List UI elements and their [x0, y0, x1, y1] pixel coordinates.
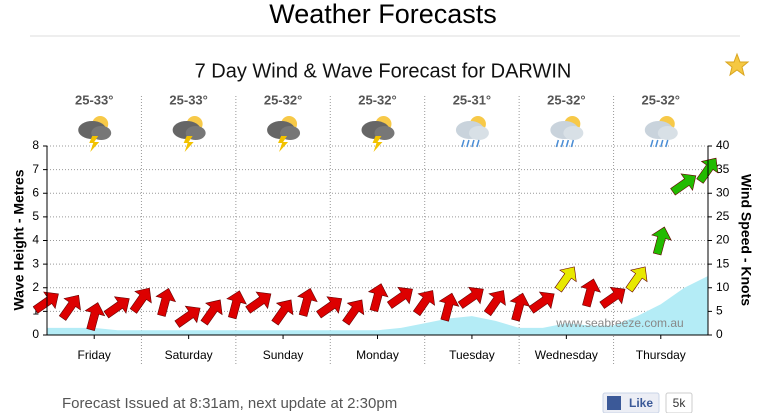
weather-icon: [455, 116, 489, 148]
wind-arrow: [528, 291, 555, 314]
x-tick-label: Sunday: [263, 348, 304, 362]
wind-arrow: [129, 287, 152, 314]
y-tick-label: 0: [32, 327, 39, 341]
y2-tick-label: 25: [716, 209, 730, 223]
wind-arrow: [599, 286, 626, 309]
x-tick-label: Wednesday: [535, 348, 598, 362]
x-tick-label: Saturday: [165, 348, 213, 362]
y2-tick-label: 15: [716, 256, 730, 270]
wind-arrow: [245, 291, 272, 314]
y2-axis-label: Wind Speed - Knots: [738, 174, 754, 306]
y-axis-label: Wave Height - Metres: [11, 169, 27, 310]
icon-rain: [555, 139, 560, 148]
icon-bolt: [183, 136, 194, 152]
wind-arrow: [580, 278, 601, 308]
x-tick-label: Tuesday: [449, 348, 495, 362]
page-title: Weather Forecasts: [269, 0, 497, 29]
like-label[interactable]: Like: [629, 396, 653, 410]
x-tick-label: Thursday: [636, 348, 686, 362]
y2-tick-label: 40: [716, 138, 730, 152]
icon-cloud: [657, 126, 678, 140]
wind-arrow: [696, 157, 719, 184]
y2-tick-label: 10: [716, 280, 730, 294]
plot-area: 0123456780510152025303540Friday25-33°Sat…: [32, 92, 730, 365]
temperature: 25-33°: [75, 92, 113, 107]
icon-rain: [476, 139, 480, 148]
favorite-star[interactable]: [724, 52, 750, 77]
y2-tick-label: 30: [716, 185, 730, 199]
icon-rain: [560, 139, 565, 148]
temperature: 25-32°: [264, 92, 302, 107]
temperature: 25-33°: [169, 92, 207, 107]
y-tick-label: 8: [32, 138, 39, 152]
icon-rain: [570, 139, 575, 148]
wind-arrow: [367, 283, 389, 313]
wind-arrow: [58, 294, 81, 321]
weather-icon: [78, 116, 112, 152]
like-icon: [607, 396, 621, 410]
x-tick-label: Monday: [356, 348, 399, 362]
wind-arrow: [554, 266, 577, 293]
temperature: 25-32°: [642, 92, 680, 107]
x-tick-label: Friday: [78, 348, 111, 362]
wind-arrow: [670, 173, 697, 196]
wind-arrow: [316, 296, 343, 319]
y-tick-label: 5: [32, 209, 39, 223]
icon-rain: [650, 139, 654, 148]
wind-arrow: [651, 226, 672, 256]
weather-icon: [644, 116, 678, 148]
icon-cloud: [563, 126, 584, 140]
y-tick-label: 4: [32, 233, 39, 247]
wave-area: [47, 275, 708, 335]
wind-arrow: [342, 299, 365, 326]
icon-cloud: [468, 126, 489, 140]
y2-tick-label: 5: [716, 304, 723, 318]
wind-arrow: [84, 302, 106, 332]
temperature: 25-32°: [547, 92, 585, 107]
y-tick-label: 2: [32, 280, 39, 294]
icon-bolt: [89, 136, 100, 152]
chart-title: 7 Day Wind & Wave Forecast for DARWIN: [195, 60, 572, 82]
wind-arrow: [509, 292, 531, 322]
wind-arrow: [457, 286, 484, 309]
weather-icon: [361, 116, 395, 152]
wind-arrow: [271, 299, 294, 326]
wind-arrow: [297, 287, 318, 317]
icon-rain: [660, 139, 664, 148]
weather-icon: [172, 116, 206, 152]
wind-arrow: [103, 296, 130, 319]
wind-arrow: [174, 305, 201, 328]
icon-rain: [655, 139, 659, 148]
icon-rain: [471, 139, 475, 148]
watermark: www.seabreeze.com.au: [555, 316, 683, 330]
y2-tick-label: 0: [716, 327, 723, 341]
temperature: 25-31°: [453, 92, 491, 107]
icon-rain: [466, 139, 470, 148]
temperature: 25-32°: [358, 92, 396, 107]
wind-arrow: [386, 286, 413, 309]
wind-arrow: [438, 292, 460, 322]
y-tick-label: 6: [32, 185, 39, 199]
wind-arrow: [200, 299, 223, 326]
wind-arrow: [625, 266, 648, 293]
weather-icon: [267, 116, 301, 152]
like-count: 5k: [673, 396, 687, 410]
y2-tick-label: 20: [716, 233, 730, 247]
y-tick-label: 3: [32, 256, 39, 270]
icon-rain: [565, 139, 570, 148]
icon-bolt: [372, 136, 383, 152]
y2-tick-label: 35: [716, 162, 730, 176]
wind-arrow: [155, 287, 177, 317]
weather-icon: [550, 116, 584, 148]
icon-rain: [665, 139, 669, 148]
forecast-issued: Forecast Issued at 8:31am, next update a…: [62, 395, 397, 412]
icon-rain: [461, 139, 465, 148]
wind-arrow: [483, 290, 506, 317]
wind-arrow: [412, 290, 436, 317]
y-tick-label: 7: [32, 162, 39, 176]
icon-bolt: [278, 136, 289, 152]
wind-arrow: [226, 290, 247, 320]
